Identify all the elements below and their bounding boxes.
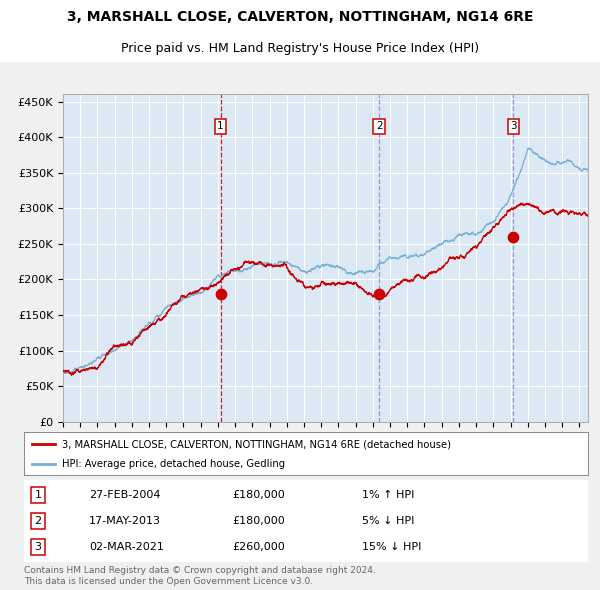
Text: 1: 1	[35, 490, 41, 500]
Text: 2: 2	[35, 516, 41, 526]
Text: 5% ↓ HPI: 5% ↓ HPI	[362, 516, 415, 526]
Text: £180,000: £180,000	[233, 490, 286, 500]
Text: 02-MAR-2021: 02-MAR-2021	[89, 542, 164, 552]
Text: 1% ↑ HPI: 1% ↑ HPI	[362, 490, 415, 500]
Text: 3, MARSHALL CLOSE, CALVERTON, NOTTINGHAM, NG14 6RE: 3, MARSHALL CLOSE, CALVERTON, NOTTINGHAM…	[67, 11, 533, 24]
Text: 17-MAY-2013: 17-MAY-2013	[89, 516, 161, 526]
Text: 15% ↓ HPI: 15% ↓ HPI	[362, 542, 422, 552]
Point	[374, 289, 384, 299]
Text: 2: 2	[376, 122, 383, 132]
Text: 3, MARSHALL CLOSE, CALVERTON, NOTTINGHAM, NG14 6RE (detached house): 3, MARSHALL CLOSE, CALVERTON, NOTTINGHAM…	[62, 440, 451, 450]
Text: 27-FEB-2004: 27-FEB-2004	[89, 490, 160, 500]
Text: HPI: Average price, detached house, Gedling: HPI: Average price, detached house, Gedl…	[62, 460, 286, 469]
Point	[216, 289, 226, 299]
Text: Contains HM Land Registry data © Crown copyright and database right 2024.
This d: Contains HM Land Registry data © Crown c…	[24, 566, 376, 586]
Text: 1: 1	[217, 122, 224, 132]
Text: £260,000: £260,000	[233, 542, 286, 552]
Text: 3: 3	[35, 542, 41, 552]
Text: Price paid vs. HM Land Registry's House Price Index (HPI): Price paid vs. HM Land Registry's House …	[121, 42, 479, 55]
Point	[509, 232, 518, 241]
Text: 3: 3	[510, 122, 517, 132]
Text: £180,000: £180,000	[233, 516, 286, 526]
